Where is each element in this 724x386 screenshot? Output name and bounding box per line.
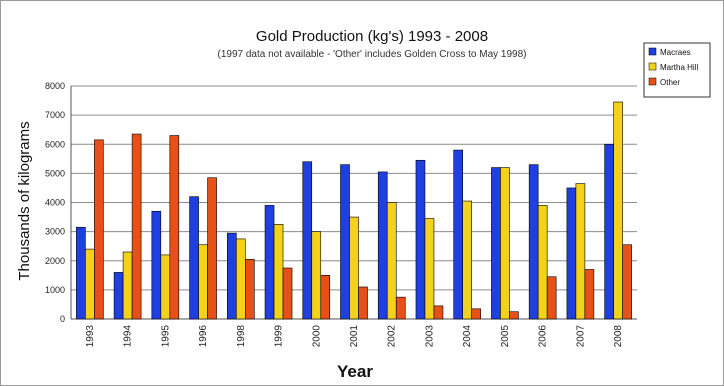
y-tick-label: 7000 <box>45 110 65 120</box>
bar-martha-hill-2000 <box>311 231 322 320</box>
bar-macraes-2008 <box>604 143 614 320</box>
bar-martha-hill-2008 <box>613 101 623 320</box>
bar-martha-hill-1993 <box>85 248 95 320</box>
bar-martha-hill-1996 <box>198 244 208 320</box>
bar-martha-hill-1994 <box>122 251 133 320</box>
bar-other-2001 <box>358 286 368 320</box>
bar-other-1994 <box>131 133 142 320</box>
bar-martha-hill-1998 <box>236 238 246 320</box>
chart-title: Gold Production (kg's) 1993 - 2008 <box>256 28 488 45</box>
bar-martha-hill-1995 <box>160 254 171 320</box>
y-tick-label: 5000 <box>45 168 65 178</box>
y-tick-label: 3000 <box>45 227 65 237</box>
x-tick-label: 2000 <box>311 325 322 348</box>
bar-macraes-2007 <box>566 187 577 320</box>
y-tick-label: 6000 <box>45 139 65 149</box>
plot-area: 0 1000 2000 3000 4000 5000 6000 7000 8000 1993 199… <box>45 81 637 347</box>
bar-other-2005 <box>509 311 519 320</box>
x-tick-label: 1993 <box>85 325 96 348</box>
legend-swatch-macraes <box>648 47 657 56</box>
bar-martha-hill-2004 <box>462 200 473 320</box>
x-tick-label: 2006 <box>538 325 549 348</box>
x-tick-label: 1996 <box>198 325 209 348</box>
bar-macraes-1999 <box>264 205 275 320</box>
bar-other-1996 <box>207 177 217 320</box>
bar-macraes-2006 <box>528 164 539 320</box>
bar-other-2007 <box>584 269 595 320</box>
x-tick-label: 2005 <box>500 325 511 348</box>
x-tick-label: 1999 <box>274 325 285 348</box>
legend-label: Macraes <box>660 48 691 57</box>
x-tick-label: 2008 <box>613 325 624 348</box>
chart-subtitle: (1997 data not available - 'Other' inclu… <box>218 49 527 60</box>
bar-macraes-1994 <box>113 272 124 320</box>
bar-macraes-1993 <box>76 226 86 320</box>
y-tick-label: 2000 <box>45 256 65 266</box>
bar-martha-hill-2007 <box>575 183 586 320</box>
bar-other-1995 <box>169 135 180 320</box>
bar-macraes-1995 <box>151 210 162 320</box>
bar-other-2002 <box>395 296 406 320</box>
legend-label: Martha Hill <box>660 63 698 72</box>
x-tick-label: 1995 <box>160 325 171 348</box>
bar-martha-hill-1999 <box>273 224 284 320</box>
y-tick-label: 8000 <box>45 81 65 91</box>
legend: Macraes Martha Hill Other <box>643 42 711 98</box>
legend-label: Other <box>660 78 680 87</box>
x-tick-label: 1998 <box>236 325 247 348</box>
bar-other-2006 <box>546 276 557 320</box>
x-tick-label: 2004 <box>462 325 473 348</box>
bar-macraes-2003 <box>415 159 426 320</box>
bar-martha-hill-2001 <box>349 216 359 320</box>
bar-martha-hill-2002 <box>386 202 397 320</box>
bar-martha-hill-2006 <box>537 205 548 320</box>
x-tick-label: 2002 <box>387 325 398 348</box>
bar-other-2004 <box>471 308 482 320</box>
x-axis-title: Year <box>337 362 373 381</box>
bar-other-1998 <box>245 258 255 320</box>
bar-other-1993 <box>94 139 104 320</box>
bar-other-2003 <box>433 305 444 320</box>
bar-martha-hill-2003 <box>424 218 435 320</box>
bar-macraes-1996 <box>189 196 199 320</box>
x-tick-label: 2003 <box>424 325 435 348</box>
x-tick-label: 2001 <box>349 325 360 348</box>
y-axis-title: Thousands of kilograms <box>16 121 33 280</box>
legend-swatch-martha-hill <box>648 62 657 71</box>
bar-macraes-1998 <box>227 232 237 320</box>
bar-macraes-2002 <box>377 171 388 320</box>
bar-macraes-2000 <box>302 161 313 320</box>
bar-other-2008 <box>622 244 632 320</box>
y-tick-label: 4000 <box>45 198 65 208</box>
bar-martha-hill-2005 <box>500 167 510 320</box>
bar-macraes-2001 <box>340 164 350 320</box>
x-tick-label: 1994 <box>123 325 134 348</box>
y-tick-label: 1000 <box>45 285 65 295</box>
bar-other-1999 <box>282 267 293 320</box>
bar-macraes-2005 <box>491 167 501 320</box>
x-tick-label: 2007 <box>575 325 586 348</box>
legend-swatch-other <box>648 77 657 86</box>
bar-macraes-2004 <box>453 149 464 320</box>
y-tick-label: 0 <box>60 314 65 324</box>
bar-other-2000 <box>320 275 331 320</box>
